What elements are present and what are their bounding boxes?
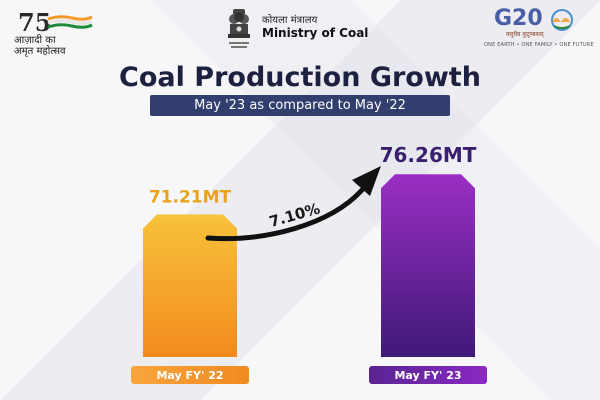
g20-hindi-tagline: वसुधैव कुटुम्बकम् — [506, 31, 544, 38]
chart-subtitle: May '23 as compared to May '22 — [194, 98, 406, 113]
category-label: May FY' 23 — [394, 369, 461, 382]
bar-value-label: 76.26MT — [380, 143, 477, 167]
lotus-globe-icon — [551, 9, 573, 31]
azadi-ka-amrit-mahotsav-logo: 75 आज़ादी का अमृत महोत्सव — [12, 8, 102, 57]
growth-arrow — [205, 187, 365, 242]
azadi-number: 75 — [18, 8, 52, 37]
bar-may-fy23 — [381, 174, 475, 357]
azadi-line-2: अमृत महोत्सव — [14, 46, 66, 57]
chart-title: Coal Production Growth — [119, 62, 481, 93]
category-label: May FY' 22 — [156, 369, 223, 382]
category-pill — [131, 366, 249, 384]
tricolor-flag-icon — [47, 15, 93, 29]
bar-may-fy22 — [143, 214, 237, 357]
category-pill — [369, 366, 487, 384]
ministry-name: Ministry of Coal — [262, 26, 369, 40]
g20-logo: G20 वसुधैव कुटुम्बकम् ONE EARTH • ONE FA… — [480, 6, 594, 52]
header: 75 आज़ादी का अमृत महोत्सव कोयला मंत्रालय… — [0, 0, 600, 60]
ministry-name-hindi: कोयला मंत्रालय — [262, 15, 318, 26]
subtitle-banner: May '23 as compared to May '22 — [150, 95, 450, 116]
g20-title: G20 — [494, 6, 543, 31]
g20-tagline: ONE EARTH • ONE FAMILY • ONE FUTURE — [484, 42, 594, 48]
growth-arrow-head — [352, 166, 381, 196]
azadi-line-1: आज़ादी का — [14, 35, 56, 46]
bar-value-label: 71.21MT — [149, 188, 232, 208]
national-emblem-icon — [228, 9, 250, 48]
